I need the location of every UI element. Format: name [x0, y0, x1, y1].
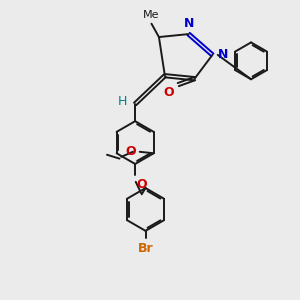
- Text: H: H: [117, 95, 127, 108]
- Text: N: N: [218, 48, 228, 62]
- Text: Br: Br: [138, 242, 153, 254]
- Text: N: N: [184, 16, 194, 30]
- Text: Me: Me: [143, 10, 160, 20]
- Text: O: O: [125, 145, 136, 158]
- Text: O: O: [164, 86, 174, 99]
- Text: O: O: [136, 178, 147, 190]
